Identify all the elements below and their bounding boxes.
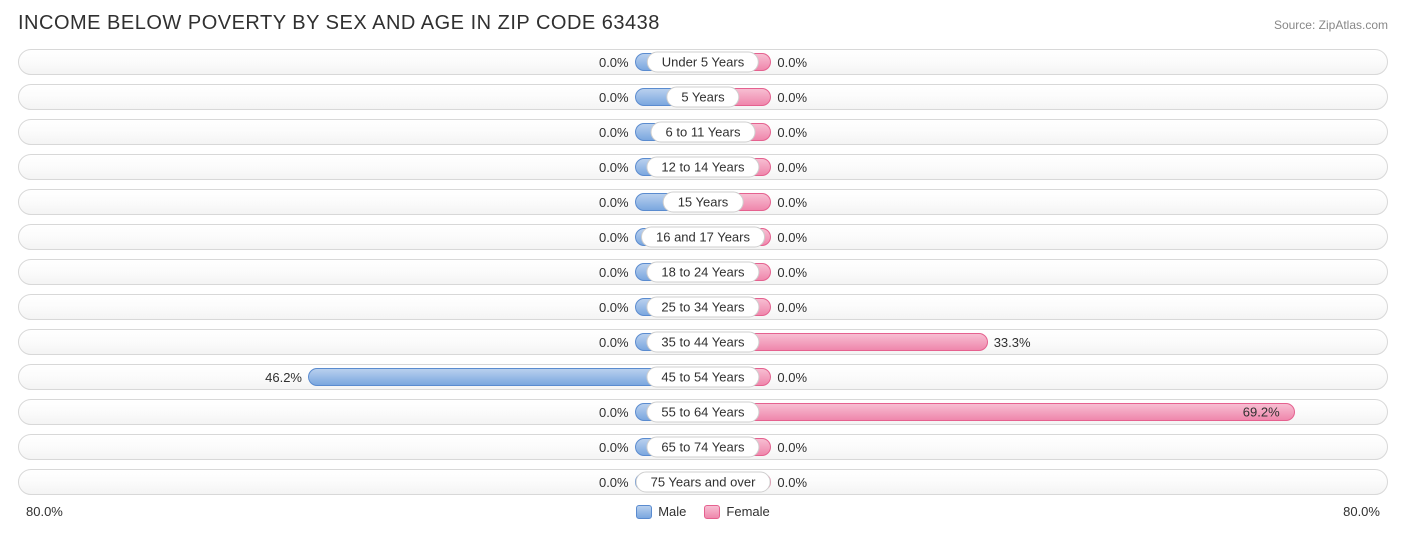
female-half: 0.0% <box>703 365 1387 389</box>
male-value-label: 46.2% <box>265 370 302 385</box>
female-half: 0.0% <box>703 260 1387 284</box>
male-value-label: 0.0% <box>599 265 629 280</box>
category-label: 75 Years and over <box>636 472 771 493</box>
axis-max-right: 80.0% <box>1343 504 1380 519</box>
female-value-label: 0.0% <box>777 265 807 280</box>
chart-row: 46.2% 0.0% 45 to 54 Years <box>18 364 1388 390</box>
category-label: 18 to 24 Years <box>646 262 759 283</box>
male-half: 0.0% <box>19 190 703 214</box>
category-label: 35 to 44 Years <box>646 332 759 353</box>
chart-row: 0.0% 0.0% 25 to 34 Years <box>18 294 1388 320</box>
male-half: 0.0% <box>19 260 703 284</box>
female-half: 0.0% <box>703 435 1387 459</box>
chart-row: 0.0% 0.0% 15 Years <box>18 189 1388 215</box>
axis-max-left: 80.0% <box>26 504 63 519</box>
category-label: 45 to 54 Years <box>646 367 759 388</box>
male-value-label: 0.0% <box>599 230 629 245</box>
male-half: 0.0% <box>19 155 703 179</box>
legend-female: Female <box>704 504 769 519</box>
chart-row: 0.0% 0.0% Under 5 Years <box>18 49 1388 75</box>
female-value-label: 0.0% <box>777 440 807 455</box>
category-label: 65 to 74 Years <box>646 437 759 458</box>
chart-source: Source: ZipAtlas.com <box>1274 18 1388 32</box>
population-pyramid-chart: 0.0%0.0%Under 5 Years0.0%0.0%5 Years0.0%… <box>18 49 1388 495</box>
male-half: 0.0% <box>19 400 703 424</box>
male-half: 0.0% <box>19 120 703 144</box>
male-value-label: 0.0% <box>599 195 629 210</box>
male-swatch-icon <box>636 505 652 519</box>
chart-row: 0.0% 0.0% 75 Years and over <box>18 469 1388 495</box>
female-value-label: 0.0% <box>777 370 807 385</box>
chart-row: 0.0% 0.0% 65 to 74 Years <box>18 434 1388 460</box>
male-value-label: 0.0% <box>599 475 629 490</box>
male-value-label: 0.0% <box>599 405 629 420</box>
male-half: 0.0% <box>19 85 703 109</box>
female-half: 0.0% <box>703 155 1387 179</box>
male-value-label: 0.0% <box>599 55 629 70</box>
category-label: 5 Years <box>666 87 739 108</box>
male-half: 0.0% <box>19 330 703 354</box>
chart-row: 0.0% 0.0% 12 to 14 Years <box>18 154 1388 180</box>
category-label: 16 and 17 Years <box>641 227 765 248</box>
chart-header: INCOME BELOW POVERTY BY SEX AND AGE IN Z… <box>18 12 1388 35</box>
female-value-label: 0.0% <box>777 195 807 210</box>
axis-and-legend: 80.0% Male Female 80.0% <box>18 504 1388 519</box>
male-value-label: 0.0% <box>599 90 629 105</box>
male-half: 0.0% <box>19 470 703 494</box>
chart-row: 0.0% 69.2% 55 to 64 Years <box>18 399 1388 425</box>
female-bar: 69.2% <box>703 403 1295 421</box>
female-value-label: 0.0% <box>777 160 807 175</box>
female-value-label: 0.0% <box>777 55 807 70</box>
category-label: Under 5 Years <box>647 52 759 73</box>
female-value-label: 0.0% <box>777 90 807 105</box>
chart-row: 0.0% 0.0% 16 and 17 Years <box>18 224 1388 250</box>
male-half: 46.2% <box>19 365 703 389</box>
legend-male: Male <box>636 504 686 519</box>
male-value-label: 0.0% <box>599 335 629 350</box>
chart-title: INCOME BELOW POVERTY BY SEX AND AGE IN Z… <box>18 12 660 35</box>
category-label: 55 to 64 Years <box>646 402 759 423</box>
female-swatch-icon <box>704 505 720 519</box>
female-half: 0.0% <box>703 295 1387 319</box>
male-half: 0.0% <box>19 435 703 459</box>
chart-row: 0.0% 0.0% 5 Years <box>18 84 1388 110</box>
male-half: 0.0% <box>19 225 703 249</box>
male-half: 0.0% <box>19 50 703 74</box>
chart-row: 0.0% 0.0% 18 to 24 Years <box>18 259 1388 285</box>
female-value-label: 0.0% <box>777 125 807 140</box>
female-half: 0.0% <box>703 120 1387 144</box>
female-value-label: 0.0% <box>777 300 807 315</box>
male-value-label: 0.0% <box>599 300 629 315</box>
female-value-label: 0.0% <box>777 475 807 490</box>
male-value-label: 0.0% <box>599 160 629 175</box>
category-label: 15 Years <box>663 192 744 213</box>
female-half: 0.0% <box>703 85 1387 109</box>
chart-row: 0.0% 33.3% 35 to 44 Years <box>18 329 1388 355</box>
male-half: 0.0% <box>19 295 703 319</box>
chart-row: 0.0% 0.0% 6 to 11 Years <box>18 119 1388 145</box>
female-value-label: 69.2% <box>1243 405 1280 420</box>
category-label: 25 to 34 Years <box>646 297 759 318</box>
female-value-label: 0.0% <box>777 230 807 245</box>
category-label: 6 to 11 Years <box>651 122 756 143</box>
male-value-label: 0.0% <box>599 440 629 455</box>
male-bar <box>308 368 703 386</box>
legend-female-label: Female <box>726 504 769 519</box>
female-value-label: 33.3% <box>994 335 1031 350</box>
female-half: 0.0% <box>703 50 1387 74</box>
female-half: 0.0% <box>703 190 1387 214</box>
female-half: 0.0% <box>703 225 1387 249</box>
legend: Male Female <box>636 504 770 519</box>
legend-male-label: Male <box>658 504 686 519</box>
category-label: 12 to 14 Years <box>646 157 759 178</box>
male-value-label: 0.0% <box>599 125 629 140</box>
female-half: 0.0% <box>703 470 1387 494</box>
female-half: 33.3% <box>703 330 1387 354</box>
female-half: 69.2% <box>703 400 1387 424</box>
